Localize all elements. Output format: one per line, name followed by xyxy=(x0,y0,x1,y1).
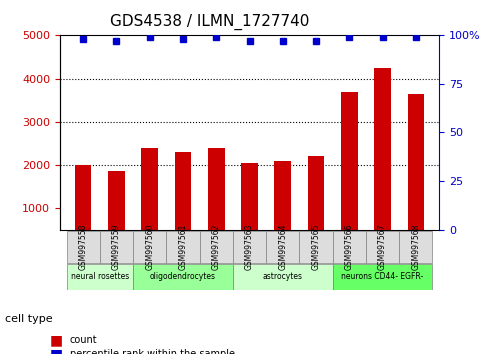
FancyBboxPatch shape xyxy=(133,264,233,290)
Text: cell type: cell type xyxy=(5,314,52,324)
Text: neural rosettes: neural rosettes xyxy=(71,273,129,281)
Text: GSM997566: GSM997566 xyxy=(345,224,354,270)
FancyBboxPatch shape xyxy=(166,231,200,263)
FancyBboxPatch shape xyxy=(299,231,333,263)
FancyBboxPatch shape xyxy=(233,231,266,263)
Text: GSM997568: GSM997568 xyxy=(411,224,420,270)
FancyBboxPatch shape xyxy=(100,231,133,263)
Bar xyxy=(175,152,191,251)
FancyBboxPatch shape xyxy=(366,231,399,263)
FancyBboxPatch shape xyxy=(200,231,233,263)
Bar xyxy=(108,171,125,251)
FancyBboxPatch shape xyxy=(66,231,100,263)
Text: count: count xyxy=(70,335,97,345)
Bar xyxy=(75,165,91,251)
Text: GSM997564: GSM997564 xyxy=(278,224,287,270)
Text: GSM997558: GSM997558 xyxy=(79,224,88,270)
Bar xyxy=(374,68,391,251)
Text: GSM997560: GSM997560 xyxy=(145,224,154,270)
Text: percentile rank within the sample: percentile rank within the sample xyxy=(70,349,235,354)
Text: GDS4538 / ILMN_1727740: GDS4538 / ILMN_1727740 xyxy=(110,14,309,30)
FancyBboxPatch shape xyxy=(333,231,366,263)
Text: GSM997562: GSM997562 xyxy=(212,224,221,270)
Text: neurons CD44- EGFR-: neurons CD44- EGFR- xyxy=(341,273,424,281)
FancyBboxPatch shape xyxy=(66,264,133,290)
Bar xyxy=(274,161,291,251)
FancyBboxPatch shape xyxy=(399,231,433,263)
FancyBboxPatch shape xyxy=(333,264,433,290)
Bar xyxy=(341,91,358,251)
Text: astrocytes: astrocytes xyxy=(263,273,303,281)
Text: GSM997561: GSM997561 xyxy=(179,224,188,270)
Text: GSM997565: GSM997565 xyxy=(311,224,320,270)
Text: ■: ■ xyxy=(50,347,63,354)
Bar xyxy=(141,148,158,251)
FancyBboxPatch shape xyxy=(233,264,333,290)
Text: GSM997563: GSM997563 xyxy=(245,224,254,270)
Text: ■: ■ xyxy=(50,333,63,347)
Text: oligodendrocytes: oligodendrocytes xyxy=(150,273,216,281)
Bar xyxy=(241,163,258,251)
FancyBboxPatch shape xyxy=(266,231,299,263)
Bar xyxy=(308,156,324,251)
Bar xyxy=(208,148,225,251)
FancyBboxPatch shape xyxy=(133,231,166,263)
Text: GSM997559: GSM997559 xyxy=(112,224,121,270)
Text: GSM997567: GSM997567 xyxy=(378,224,387,270)
Bar xyxy=(408,94,424,251)
